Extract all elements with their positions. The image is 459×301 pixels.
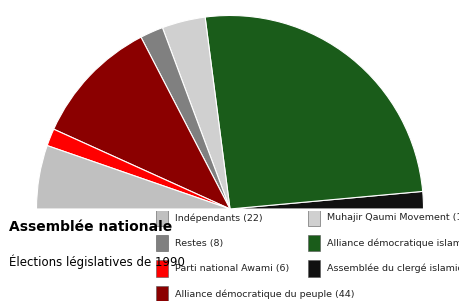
FancyBboxPatch shape (156, 235, 168, 251)
FancyBboxPatch shape (308, 210, 319, 226)
Text: Assemblée du clergé islamique (6): Assemblée du clergé islamique (6) (326, 264, 459, 273)
Wedge shape (140, 28, 230, 209)
Text: Assemblée nationale: Assemblée nationale (9, 220, 172, 234)
Wedge shape (230, 191, 423, 209)
Text: Muhajir Qaumi Movement (15): Muhajir Qaumi Movement (15) (326, 213, 459, 222)
FancyBboxPatch shape (156, 210, 168, 226)
Text: Élections législatives de 1990: Élections législatives de 1990 (9, 254, 185, 268)
FancyBboxPatch shape (308, 235, 319, 251)
Text: Indépendants (22): Indépendants (22) (174, 213, 262, 223)
Text: Restes (8): Restes (8) (174, 239, 223, 248)
FancyBboxPatch shape (156, 286, 168, 301)
Wedge shape (54, 37, 230, 209)
FancyBboxPatch shape (308, 260, 319, 277)
FancyBboxPatch shape (156, 260, 168, 277)
Wedge shape (205, 15, 422, 209)
Wedge shape (47, 129, 230, 209)
Text: Alliance démocratique islamique (106): Alliance démocratique islamique (106) (326, 238, 459, 248)
Wedge shape (162, 17, 230, 209)
Text: Alliance démocratique du peuple (44): Alliance démocratique du peuple (44) (174, 289, 353, 299)
Text: Parti national Awami (6): Parti national Awami (6) (174, 264, 288, 273)
Wedge shape (36, 146, 230, 209)
